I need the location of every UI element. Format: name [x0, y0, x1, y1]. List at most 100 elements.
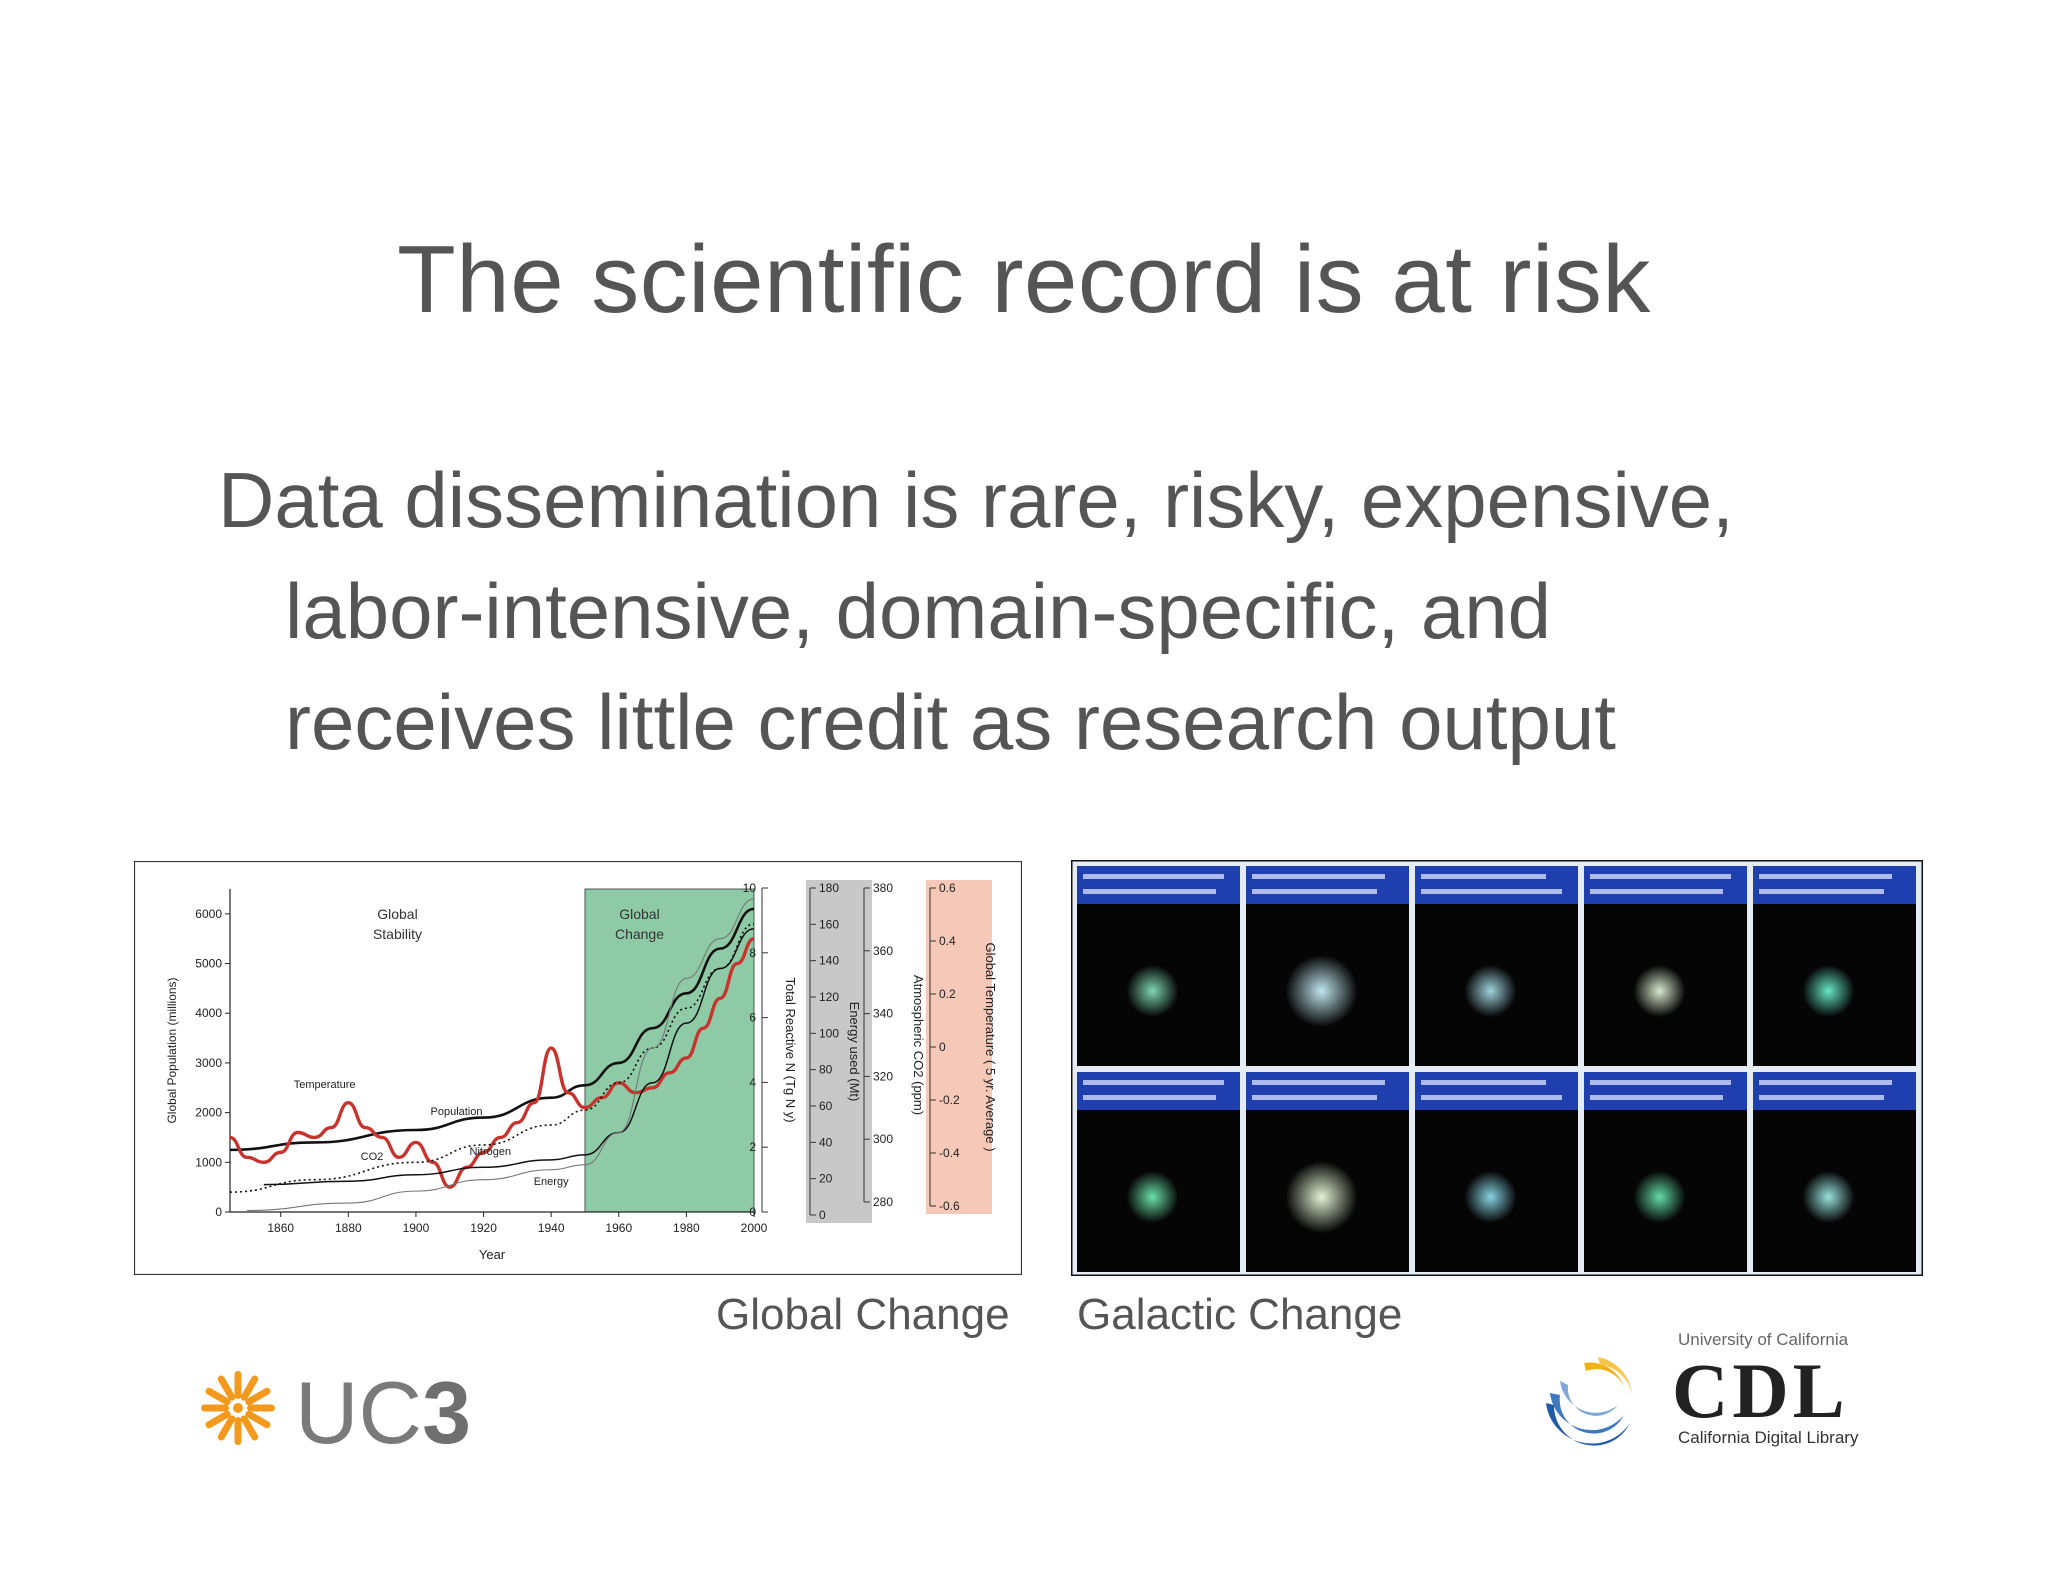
galaxy-cell: [1415, 866, 1578, 1066]
galaxy-cell-header: [1753, 1072, 1916, 1110]
galaxy-cell: [1077, 1072, 1240, 1272]
series-label-population: Population: [431, 1106, 483, 1118]
right-axis-tick-label: 0: [749, 1205, 756, 1219]
uc3-starburst-ray: [201, 1404, 229, 1412]
galaxy-cell-header-text: [1590, 874, 1731, 879]
uc3-starburst-ray: [240, 1375, 259, 1401]
galaxy-cell-header-text: [1083, 1095, 1216, 1100]
galaxy-cell-header-text: [1759, 1080, 1892, 1085]
uc3-starburst-ray: [205, 1410, 231, 1429]
region-label-1-0: Global: [619, 906, 659, 922]
galaxy-cell-header-text: [1083, 889, 1216, 894]
series-line-co2: [229, 922, 755, 1193]
right-axis-tick-label: 0.6: [939, 881, 956, 895]
galaxy-spot: [1126, 1171, 1179, 1223]
galaxy-spot: [1633, 965, 1686, 1017]
galaxy-cell: [1077, 866, 1240, 1066]
galaxy-cell-header-text: [1421, 1095, 1562, 1100]
uc3-starburst-ray: [234, 1371, 242, 1399]
right-axis-tick-label: 6: [749, 1011, 756, 1025]
uc3-starburst-ray: [234, 1417, 242, 1445]
series-label-nitrogen: Nitrogen: [470, 1146, 512, 1158]
cdl-logo: University of California CDL California …: [1530, 1325, 1890, 1470]
cdl-library-text: California Digital Library: [1678, 1428, 1859, 1447]
uc3-starburst-ray: [245, 1410, 271, 1429]
right-axis-tick-label: 40: [819, 1135, 833, 1149]
y-tick-label: 0: [215, 1205, 222, 1219]
y-tick-label: 2000: [195, 1106, 222, 1120]
galaxy-cell: [1753, 866, 1916, 1066]
right-axis-tick-label: 0.4: [939, 934, 956, 948]
right-axis-tick-label: 4: [749, 1075, 756, 1089]
caption-galactic-change: Galactic Change: [1077, 1290, 1403, 1339]
galaxy-cell-header: [1246, 1072, 1409, 1110]
right-axis-tick-label: -0.6: [939, 1199, 960, 1213]
galaxy-cell: [1753, 1072, 1916, 1272]
right-axis-tick-label: 380: [873, 881, 893, 895]
galaxy-cell-header-text: [1590, 1095, 1723, 1100]
series-line-energy: [246, 898, 755, 1212]
galaxy-cell: [1584, 866, 1747, 1066]
right-axis-tick-label: -0.4: [939, 1146, 960, 1160]
galaxy-spot: [1285, 955, 1358, 1027]
global-change-chart: GlobalStabilityGlobalChange0100020003000…: [134, 861, 1022, 1275]
uc3-logo: UC3: [200, 1363, 490, 1462]
right-axis-tick-label: 100: [819, 1026, 839, 1040]
right-axis-tick-label: 340: [873, 1007, 893, 1021]
right-axis-tick-label: 0: [819, 1208, 826, 1222]
right-axis-tick-label: 300: [873, 1132, 893, 1146]
right-axis-tick-label: 0.2: [939, 987, 956, 1001]
galaxy-cell-header: [1415, 866, 1578, 904]
galaxy-cell-header: [1415, 1072, 1578, 1110]
uc3-starburst-icon: [201, 1371, 275, 1445]
right-axis-tick-label: 120: [819, 990, 839, 1004]
galaxy-cell-header-text: [1590, 1080, 1731, 1085]
cdl-letters: CDL: [1672, 1347, 1849, 1434]
region-label-0-1: Stability: [373, 926, 422, 942]
uc3-starburst-ray: [245, 1387, 271, 1406]
body-line-1: Data dissemination is rare, risky, expen…: [218, 456, 1734, 544]
galaxy-cell-header-text: [1252, 889, 1377, 894]
uc3-starburst-ray: [240, 1415, 259, 1441]
galaxy-cell-header: [1584, 1072, 1747, 1110]
uc3-starburst-ray: [217, 1375, 236, 1401]
x-tick-label: 1900: [403, 1221, 430, 1235]
right-axis-tick-label: 60: [819, 1099, 833, 1113]
right-axis-tick-label: -0.2: [939, 1093, 960, 1107]
galaxy-cell-header: [1077, 1072, 1240, 1110]
right-axis-tick-label: 10: [743, 881, 757, 895]
series-label-energy: Energy: [534, 1176, 569, 1188]
caption-global-change: Global Change: [716, 1290, 1010, 1339]
galaxy-cell-header-text: [1421, 874, 1546, 879]
right-axis-tick-label: 140: [819, 954, 839, 968]
x-tick-label: 2000: [741, 1221, 768, 1235]
body-line-3: receives little credit as research outpu…: [285, 678, 1616, 766]
region-label-0-0: Global: [377, 906, 417, 922]
galaxy-spot: [1802, 965, 1855, 1017]
galaxy-cell-header-text: [1421, 1080, 1546, 1085]
right-axis-tick-label: 180: [819, 881, 839, 895]
right-axis-tick-label: 0: [939, 1040, 946, 1054]
galaxy-spot: [1126, 965, 1179, 1017]
cdl-swirl-icon: [1546, 1357, 1632, 1446]
right-axis-tick-label: 8: [749, 946, 756, 960]
galaxy-cell-header-text: [1421, 889, 1562, 894]
galaxy-spot: [1464, 965, 1517, 1017]
right-axis-tick-label: 320: [873, 1069, 893, 1083]
galaxy-spot: [1633, 1171, 1686, 1223]
series-line-nitrogen: [263, 928, 755, 1186]
galaxy-cell-header-text: [1759, 874, 1892, 879]
series-line-temperature: [229, 936, 755, 1189]
right-axis-tick-label: 20: [819, 1172, 833, 1186]
uc3-starburst-ray: [205, 1387, 231, 1406]
galaxy-cell: [1246, 866, 1409, 1066]
right-axis-label-0: Total Reactive N (Tg N y): [783, 977, 798, 1122]
uc3-starburst-ray: [247, 1404, 275, 1412]
uc3-logo-text: UC3: [295, 1365, 471, 1455]
galaxy-cell-header-text: [1759, 1095, 1884, 1100]
galaxy-cell-header: [1753, 866, 1916, 904]
galaxy-spot: [1285, 1161, 1358, 1233]
right-axis-label-1: Energy used (Mt): [847, 1002, 862, 1102]
y-tick-label: 1000: [195, 1155, 222, 1169]
x-tick-label: 1960: [605, 1221, 632, 1235]
